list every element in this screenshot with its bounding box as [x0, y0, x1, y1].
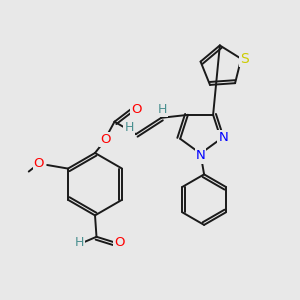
- Text: O: O: [34, 157, 44, 170]
- Text: O: O: [131, 103, 142, 116]
- Text: O: O: [114, 236, 124, 249]
- Text: H: H: [124, 121, 134, 134]
- Text: N: N: [218, 131, 228, 144]
- Text: H: H: [158, 103, 167, 116]
- Text: O: O: [100, 133, 111, 146]
- Text: S: S: [240, 52, 249, 66]
- Text: N: N: [196, 149, 206, 162]
- Text: H: H: [74, 236, 84, 249]
